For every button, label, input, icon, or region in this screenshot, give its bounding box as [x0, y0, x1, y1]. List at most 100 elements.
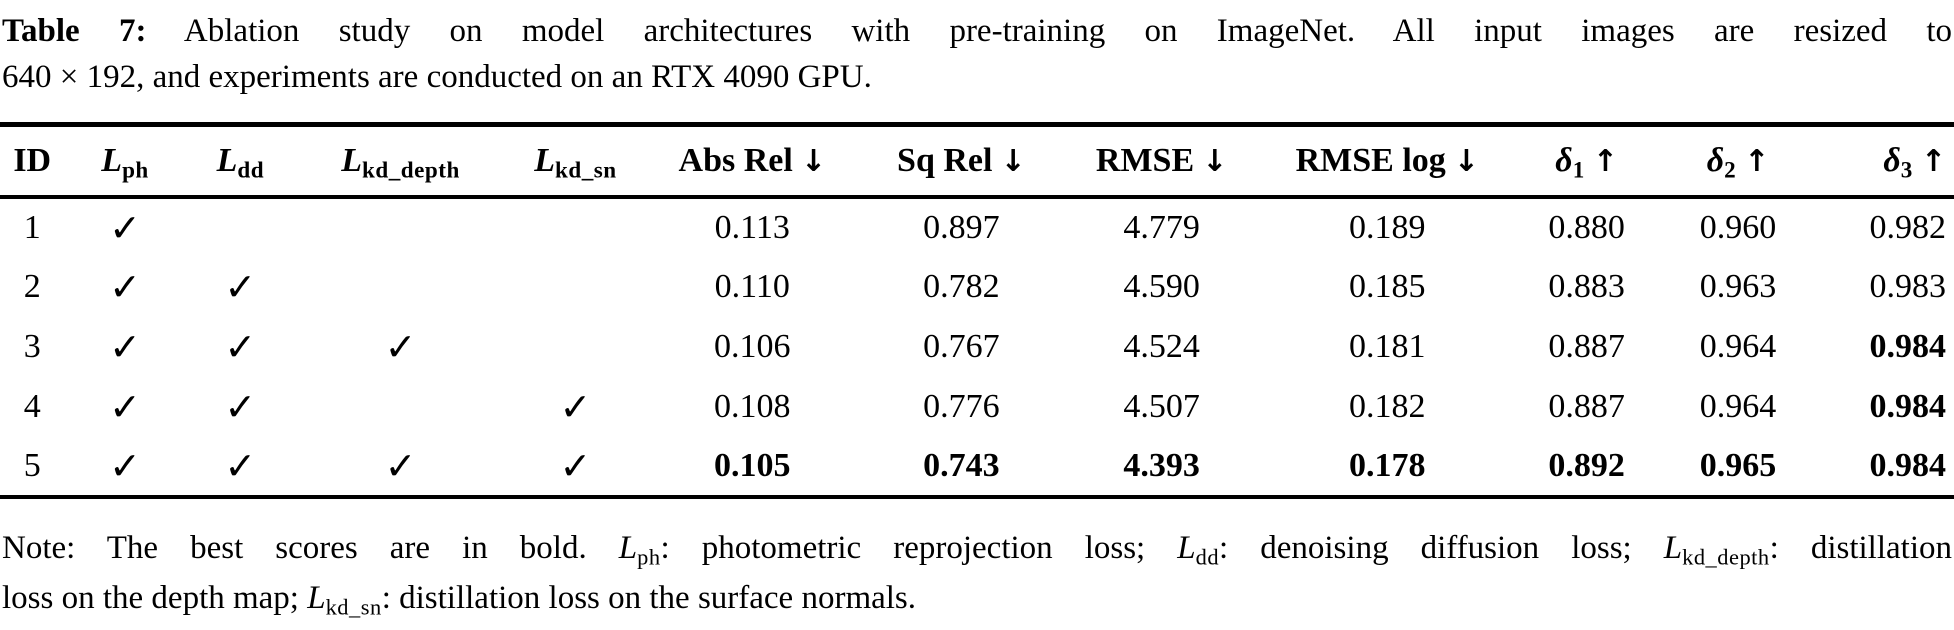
cell-rmse-log: 0.185	[1349, 267, 1426, 305]
math-symbol-note1-3: Ldd	[1177, 529, 1220, 569]
table-row-3: 3 ✓ ✓ ✓ 0.106 0.767 4.524 0.181 0.887 0.964 0.984	[0, 317, 1954, 377]
up-arrow-icon: ↑	[1920, 143, 1946, 179]
col-header-id: ID	[0, 125, 64, 197]
cell-loss-dd	[186, 197, 295, 257]
cell-abs-rel: 0.108	[714, 387, 791, 425]
cell-rmse-log: 0.181	[1349, 327, 1426, 365]
cell-delta-1: 0.887	[1548, 327, 1625, 365]
cell-delta-3: 0.982	[1869, 208, 1947, 246]
cell-delta-2: 0.964	[1699, 387, 1777, 425]
note2-text-0: loss on the depth map;	[2, 579, 308, 616]
cell-loss-dd: ✓	[186, 257, 295, 317]
cell-loss-kd-depth: ✓	[295, 317, 506, 377]
cell-sq-rel: 0.897	[923, 208, 1000, 246]
cell-abs-rel: 0.110	[714, 267, 790, 305]
cell-loss-kd-sn: ✓	[506, 437, 645, 497]
cell-loss-dd: ✓	[186, 317, 295, 377]
check-icon: ✓	[384, 443, 417, 488]
col-header-label-id: ID	[13, 141, 52, 179]
check-icon: ✓	[224, 443, 257, 488]
header-row: ID Lph Ldd Lkd_depth Lkd_sn Abs Rel ↓ Sq Rel ↓ RM…	[0, 125, 1954, 197]
cell-rmse: 4.507	[1123, 387, 1200, 425]
cell-rmse: 4.590	[1123, 267, 1200, 305]
cell-loss-ph: ✓	[64, 437, 185, 497]
cell-loss-kd-depth	[295, 377, 506, 437]
note1-text-0: Note: The best scores are in bold.	[2, 529, 619, 566]
cell-delta-3: 0.984	[1869, 327, 1947, 365]
check-icon: ✓	[224, 384, 257, 429]
math-symbol-loss-kd-depth: Lkd_depth	[341, 141, 460, 184]
col-header-loss-kd-depth: Lkd_depth	[295, 125, 506, 197]
cell-id: 2	[23, 267, 41, 305]
up-arrow-icon: ↑	[1592, 143, 1618, 179]
math-symbol-note2-1: Lkd_sn	[307, 579, 382, 619]
ablation-table: ID Lph Ldd Lkd_depth Lkd_sn Abs Rel ↓ Sq Rel ↓ RM…	[0, 122, 1954, 499]
check-icon: ✓	[109, 443, 141, 488]
cell-delta-2: 0.965	[1699, 446, 1777, 484]
check-icon: ✓	[224, 324, 257, 369]
cell-delta-1: 0.880	[1548, 208, 1625, 246]
col-header-delta-1: δ1 ↑	[1514, 125, 1659, 197]
table-row-5: 5 ✓ ✓ ✓ ✓ 0.105 0.743 4.393 0.178 0.892 0.965 0.984	[0, 437, 1954, 497]
math-symbol-loss-ph: Lph	[101, 141, 149, 184]
cell-sq-rel: 0.782	[923, 267, 1000, 305]
math-symbol-note1-1: Lph	[618, 529, 661, 569]
cell-rmse-log: 0.189	[1349, 208, 1426, 246]
cell-loss-ph: ✓	[64, 317, 185, 377]
cell-loss-kd-sn	[506, 257, 645, 317]
cell-delta-2: 0.964	[1699, 327, 1777, 365]
math-symbol-loss-kd-sn: Lkd_sn	[534, 141, 617, 184]
cell-loss-ph: ✓	[64, 197, 185, 257]
col-header-loss-dd: Ldd	[186, 125, 295, 197]
cell-loss-kd-depth	[295, 257, 506, 317]
col-header-delta-2: δ2 ↑	[1659, 125, 1817, 197]
math-symbol-loss-dd: Ldd	[216, 141, 265, 184]
math-symbol-delta-1: δ1	[1555, 141, 1585, 184]
check-icon: ✓	[224, 264, 257, 309]
down-arrow-icon: ↓	[1202, 143, 1228, 179]
cell-delta-2: 0.960	[1699, 208, 1777, 246]
cell-delta-3: 0.984	[1869, 446, 1947, 484]
cell-delta-1: 0.887	[1548, 387, 1625, 425]
cell-sq-rel: 0.767	[923, 327, 1000, 365]
note1-text-6: : distillation	[1769, 529, 1952, 566]
note1-text-4: : denoising diffusion loss;	[1219, 529, 1664, 566]
down-arrow-icon: ↓	[1000, 143, 1026, 179]
cell-loss-dd: ✓	[186, 437, 295, 497]
cell-id: 4	[23, 387, 41, 425]
cell-loss-kd-depth	[295, 197, 506, 257]
cell-loss-ph: ✓	[64, 257, 185, 317]
cell-loss-kd-sn	[506, 197, 645, 257]
cell-rmse: 4.779	[1123, 208, 1200, 246]
check-icon: ✓	[559, 384, 592, 429]
col-header-label-rmse-log: RMSE log	[1295, 141, 1446, 179]
col-header-loss-kd-sn: Lkd_sn	[506, 125, 645, 197]
down-arrow-icon: ↓	[1453, 143, 1479, 179]
check-icon: ✓	[384, 324, 417, 369]
table-note: Note: The best scores are in bold. Lph: …	[0, 523, 1954, 623]
cell-delta-1: 0.883	[1548, 267, 1625, 305]
cell-id: 3	[23, 327, 41, 365]
cell-id: 5	[23, 446, 41, 484]
cell-rmse-log: 0.178	[1349, 446, 1426, 484]
cell-id: 1	[23, 208, 41, 246]
cell-delta-3: 0.984	[1869, 387, 1947, 425]
col-header-label-abs-rel: Abs Rel	[678, 141, 793, 179]
cell-loss-kd-sn	[506, 317, 645, 377]
caption-line-1: Table 7: Ablation study on model archite…	[2, 8, 1952, 54]
cell-delta-2: 0.963	[1699, 267, 1777, 305]
check-icon: ✓	[109, 264, 141, 309]
cell-loss-kd-sn: ✓	[506, 377, 645, 437]
cell-loss-dd: ✓	[186, 377, 295, 437]
cell-rmse: 4.393	[1123, 446, 1200, 484]
cell-abs-rel: 0.105	[714, 446, 791, 484]
math-symbol-delta-3: δ3	[1883, 141, 1913, 184]
cell-rmse: 4.524	[1123, 327, 1200, 365]
note1-text-2: : photometric reprojection loss;	[660, 529, 1178, 566]
math-symbol-delta-2: δ2	[1706, 141, 1737, 184]
col-header-abs-rel: Abs Rel ↓	[645, 125, 860, 197]
cell-loss-ph: ✓	[64, 377, 185, 437]
note-line-1: Note: The best scores are in bold. Lph: …	[2, 523, 1952, 573]
cell-sq-rel: 0.743	[923, 446, 1000, 484]
cell-rmse-log: 0.182	[1349, 387, 1426, 425]
